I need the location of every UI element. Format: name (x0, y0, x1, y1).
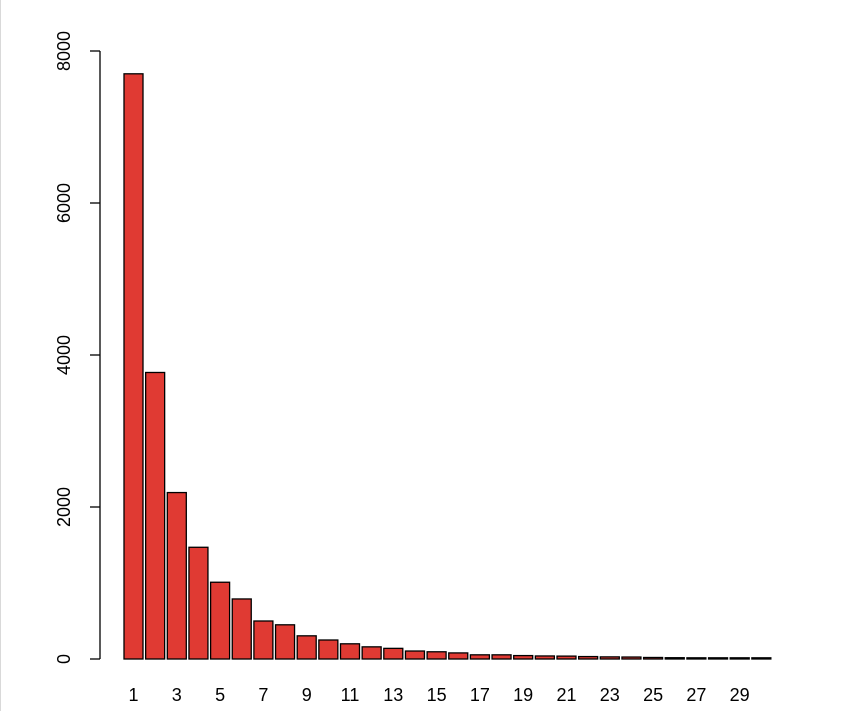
bar-5 (209, 581, 231, 660)
x-tick-label: 27 (686, 685, 706, 705)
bar-6 (231, 598, 252, 660)
bar-7 (253, 620, 274, 660)
x-tick-label: 19 (513, 685, 533, 705)
bar-8 (274, 624, 296, 660)
x-tick-label: 9 (302, 685, 312, 705)
bar-23 (599, 656, 620, 660)
x-tick-label: 25 (643, 685, 663, 705)
y-axis: 0 2000 4000 6000 8000 (54, 31, 101, 664)
y-tick-label: 0 (54, 654, 74, 664)
x-axis-tick-labels: 1 3 5 7 9 11 13 15 17 19 21 23 25 27 29 (128, 685, 749, 705)
bar-27 (686, 657, 707, 660)
x-tick-label: 11 (341, 685, 360, 705)
bar-11 (339, 643, 361, 660)
bar-25 (642, 656, 664, 660)
y-tick-label: 4000 (54, 335, 74, 375)
bar-14 (404, 650, 426, 660)
y-tick-label: 8000 (54, 31, 74, 71)
bar-29 (729, 657, 750, 660)
bar-22 (578, 655, 599, 660)
bar-16 (448, 652, 469, 660)
bar-10 (318, 639, 339, 660)
x-tick-label: 1 (128, 685, 138, 705)
bar-18 (491, 654, 512, 660)
x-tick-label: 13 (383, 685, 403, 705)
x-tick-label: 7 (258, 685, 268, 705)
x-tick-label: 17 (470, 685, 490, 705)
bar-17 (469, 654, 491, 660)
bars-group (123, 73, 772, 660)
bar-3 (166, 491, 187, 660)
y-tick-label: 2000 (54, 487, 74, 527)
bar-12 (361, 646, 382, 660)
bar-26 (664, 657, 685, 660)
bar-21 (556, 655, 577, 660)
bar-20 (534, 655, 555, 660)
bar-30 (751, 657, 772, 660)
bar-19 (513, 654, 534, 660)
x-tick-label: 3 (172, 685, 182, 705)
bar-9 (296, 635, 317, 660)
x-tick-label: 21 (556, 685, 576, 705)
bar-24 (621, 656, 642, 660)
x-tick-label: 29 (730, 685, 750, 705)
bar-28 (707, 657, 729, 660)
x-tick-label: 15 (427, 685, 447, 705)
bar-4 (188, 546, 209, 660)
x-tick-label: 23 (600, 685, 620, 705)
bar-13 (383, 647, 404, 660)
bar-2 (144, 371, 166, 660)
bar-1 (123, 73, 144, 660)
x-tick-label: 5 (215, 685, 225, 705)
y-tick-label: 6000 (54, 183, 74, 223)
bar-15 (426, 651, 447, 660)
page-edge-line (0, 0, 1, 711)
